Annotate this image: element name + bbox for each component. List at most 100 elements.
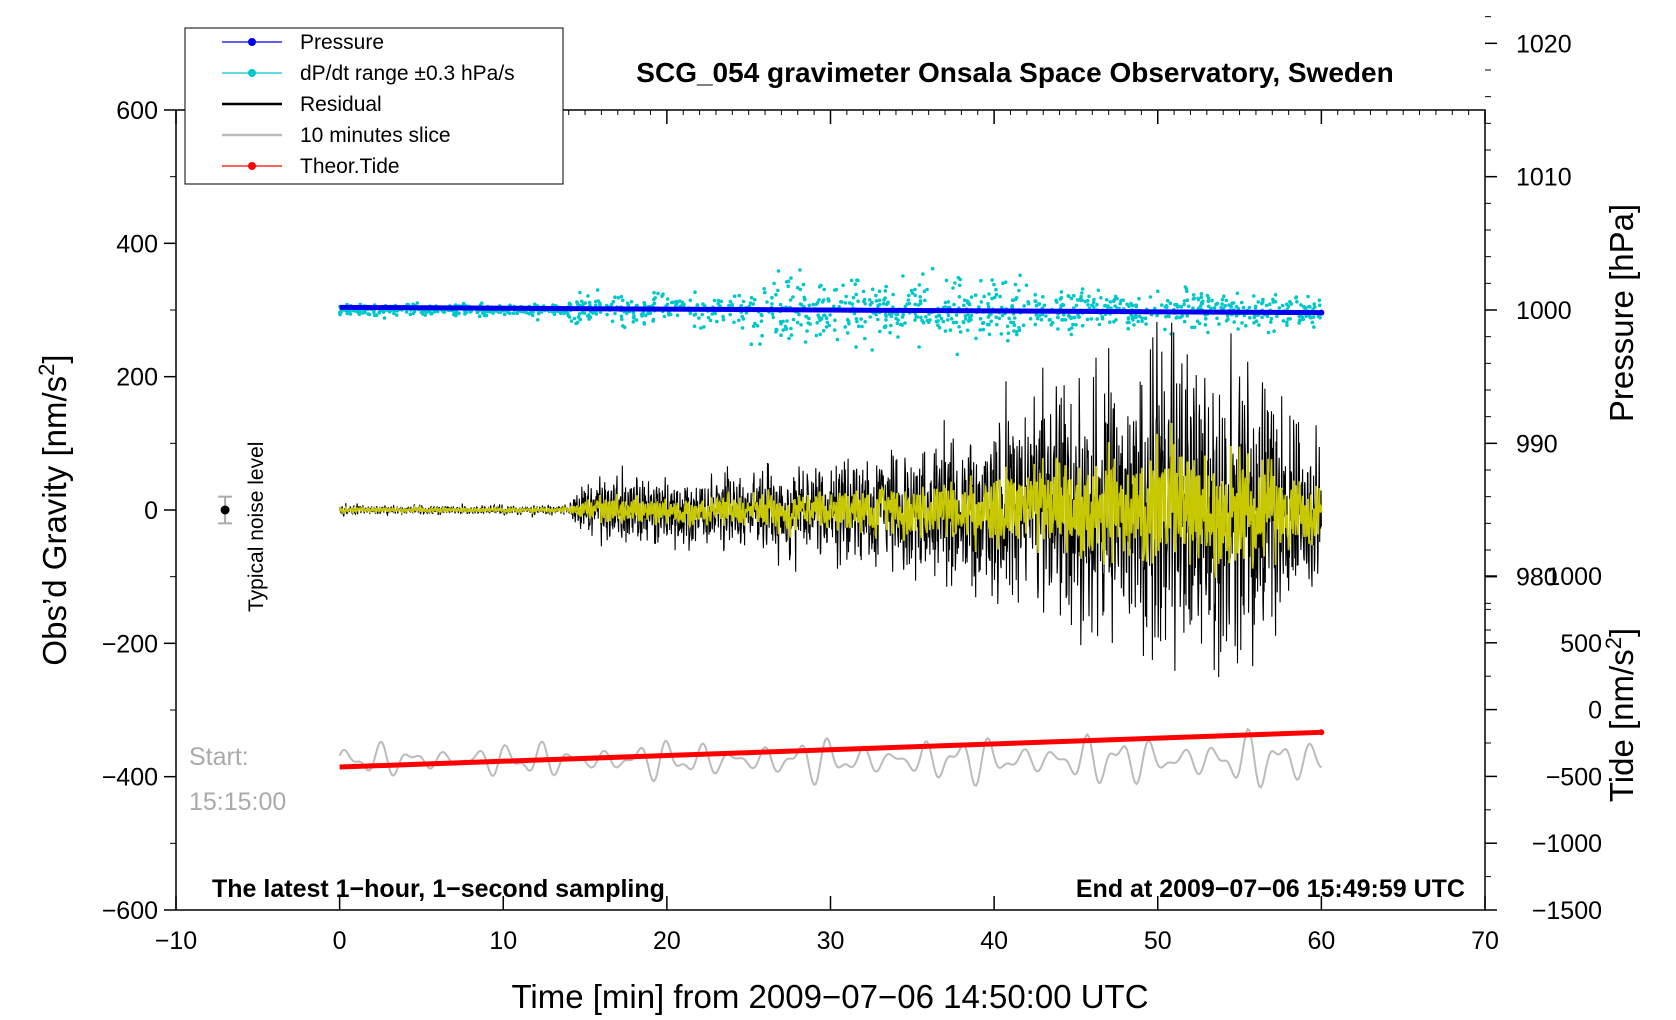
legend-marker xyxy=(248,69,256,77)
dpdt-point xyxy=(936,313,941,318)
dpdt-point xyxy=(1269,317,1274,321)
dpdt-point xyxy=(888,330,892,335)
dpdt-point xyxy=(924,315,928,319)
dpdt-point xyxy=(412,309,417,314)
dpdt-point xyxy=(408,312,413,317)
tide-end-point xyxy=(1318,729,1325,736)
dpdt-point xyxy=(1298,318,1303,323)
dpdt-point xyxy=(1089,317,1094,321)
dpdt-point xyxy=(1015,332,1019,337)
dpdt-point xyxy=(1209,306,1213,311)
dpdt-point xyxy=(1026,300,1030,304)
x-axis-ticks: −10 0 10 20 30 40 50 60 70 xyxy=(155,110,1499,955)
pressure-axis-label: Pressure [hPa] xyxy=(1603,204,1640,422)
dpdt-point xyxy=(868,315,872,319)
dpdt-point xyxy=(1307,314,1312,319)
dpdt-point xyxy=(631,320,636,324)
dpdt-point xyxy=(900,315,905,319)
dpdt-point xyxy=(987,292,991,296)
dpdt-point xyxy=(1277,306,1282,310)
dpdt-point xyxy=(626,303,631,307)
dpdt-point xyxy=(1182,299,1187,303)
dpdt-point xyxy=(656,291,660,296)
dpdt-point xyxy=(708,318,713,323)
dpdt-point xyxy=(770,312,775,316)
dpdt-point xyxy=(713,311,717,316)
dpdt-point xyxy=(1067,327,1071,332)
dpdt-point xyxy=(712,298,717,303)
dpdt-point xyxy=(1168,301,1173,306)
dpdt-point xyxy=(1230,301,1234,306)
dpdt-point xyxy=(903,304,908,309)
dpdt-point xyxy=(967,319,971,323)
dpdt-point xyxy=(1203,323,1208,327)
dpdt-point xyxy=(631,310,636,315)
dpdt-point xyxy=(1288,299,1292,304)
noise-label: Typical noise level xyxy=(245,442,268,612)
dpdt-point xyxy=(562,311,566,316)
dpdt-point xyxy=(798,287,803,292)
dpdt-point xyxy=(404,310,409,314)
noise-marker xyxy=(218,495,233,525)
dpdt-point xyxy=(753,321,757,326)
dpdt-point xyxy=(990,296,994,301)
dpdt-point xyxy=(779,333,783,338)
series-10-minutes-slice xyxy=(338,727,1323,789)
dpdt-point xyxy=(844,294,848,299)
dpdt-point xyxy=(1090,303,1095,308)
dpdt-point xyxy=(354,309,359,314)
dpdt-point xyxy=(1121,298,1125,303)
dpdt-point xyxy=(1294,295,1299,299)
dpdt-point xyxy=(824,316,829,321)
dpdt-point xyxy=(678,299,682,303)
dpdt-point xyxy=(1244,323,1248,328)
dpdt-point xyxy=(1112,319,1116,324)
dpdt-point xyxy=(536,311,541,316)
dpdt-point xyxy=(997,316,1002,321)
dpdt-point xyxy=(833,318,837,323)
dpdt-point xyxy=(987,332,992,337)
dpdt-point xyxy=(1105,305,1110,310)
dpdt-point xyxy=(1136,319,1140,324)
dpdt-point xyxy=(817,315,822,320)
x-tick-label: 50 xyxy=(1144,927,1172,955)
dpdt-point xyxy=(1113,304,1117,308)
dpdt-point xyxy=(661,292,665,297)
dpdt-point xyxy=(925,287,929,292)
noise-point xyxy=(220,505,230,515)
dpdt-point xyxy=(1185,298,1190,303)
dpdt-point xyxy=(1280,303,1285,308)
dpdt-point xyxy=(348,312,353,316)
dpdt-point xyxy=(1108,320,1112,325)
dpdt-point xyxy=(856,278,860,283)
dpdt-point xyxy=(420,310,425,314)
dpdt-point xyxy=(587,317,591,321)
dpdt-point xyxy=(702,325,706,329)
dpdt-point xyxy=(907,293,911,298)
y-tick-label: 0 xyxy=(144,497,158,525)
dpdt-point xyxy=(1295,300,1299,304)
legend-marker xyxy=(248,38,256,46)
dpdt-point xyxy=(728,312,732,317)
dpdt-point xyxy=(740,314,744,319)
dpdt-point xyxy=(1200,301,1205,306)
dpdt-point xyxy=(779,321,783,326)
dpdt-point xyxy=(1220,297,1225,302)
dpdt-point xyxy=(928,318,932,322)
dpdt-point xyxy=(675,301,679,306)
dpdt-point xyxy=(874,293,878,298)
dpdt-point xyxy=(1143,316,1148,321)
dpdt-point xyxy=(1074,303,1079,308)
dpdt-point xyxy=(1092,297,1096,302)
dpdt-point xyxy=(1033,299,1037,303)
dpdt-point xyxy=(755,324,760,328)
dpdt-point xyxy=(1014,329,1019,334)
dpdt-point xyxy=(916,303,921,307)
dpdt-point xyxy=(1206,330,1210,335)
dpdt-point xyxy=(884,314,888,319)
dpdt-point xyxy=(1074,323,1078,327)
dpdt-point xyxy=(1183,285,1188,289)
dpdt-point xyxy=(700,312,704,317)
dpdt-point xyxy=(1155,313,1159,318)
dpdt-point xyxy=(1186,304,1191,309)
